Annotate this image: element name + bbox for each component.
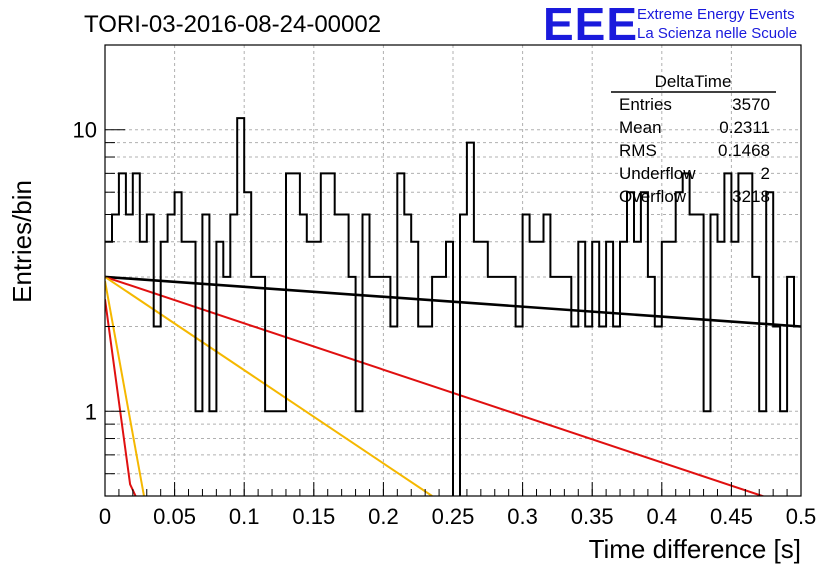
- x-tick-label: 0.35: [571, 504, 614, 529]
- y-axis-label: Entries/bin: [7, 180, 37, 303]
- stats-value: 0.1468: [718, 141, 770, 160]
- y-tick-label: 10: [73, 118, 97, 143]
- stats-box: DeltaTime Entries 3570 Mean 0.2311 RMS 0.1468…: [611, 72, 776, 206]
- stats-label: Mean: [619, 118, 662, 137]
- stats-value: 3218: [732, 187, 770, 206]
- stats-title: DeltaTime: [655, 72, 732, 91]
- stats-value: 2: [761, 164, 770, 183]
- fit-line: [105, 280, 145, 496]
- logo-mark: EEE: [543, 0, 638, 50]
- histogram: [105, 117, 801, 496]
- x-tick-label: 0.4: [647, 504, 678, 529]
- x-tick-label: 0: [99, 504, 111, 529]
- x-tick-label: 0.05: [153, 504, 196, 529]
- x-tick-label: 0.3: [507, 504, 538, 529]
- chart-title: TORI-03-2016-08-24-00002: [84, 11, 381, 38]
- fit-line: [105, 276, 433, 496]
- fit-line: [105, 299, 137, 496]
- logo-line1: Extreme Energy Events: [637, 6, 795, 23]
- x-tick-label: 0.5: [786, 504, 817, 529]
- plot-frame: [104, 44, 802, 497]
- x-tick-label: 0.25: [432, 504, 475, 529]
- stats-label: Underflow: [619, 164, 696, 183]
- eee-logo: EEE Extreme Energy Events La Scienza nel…: [543, 0, 797, 50]
- stats-label: Overflow: [619, 187, 687, 206]
- stats-value: 0.2311: [719, 118, 770, 137]
- stats-label: Entries: [619, 95, 672, 114]
- y-tick-label: 1: [85, 399, 97, 424]
- x-axis-label: Time difference [s]: [589, 534, 801, 564]
- logo-line2: La Scienza nelle Scuole: [637, 25, 797, 42]
- axis-ticks: 0 0.05 0.1 0.15 0.2 0.25 0.3 0.35 0.4 0.45 0.5 1 10: [73, 44, 817, 529]
- stats-label: RMS: [619, 141, 657, 160]
- x-tick-label: 0.45: [710, 504, 753, 529]
- x-tick-label: 0.1: [229, 504, 260, 529]
- x-tick-label: 0.2: [368, 504, 399, 529]
- histogram-steps: [105, 117, 801, 496]
- stats-value: 3570: [732, 95, 770, 114]
- x-tick-label: 0.15: [292, 504, 335, 529]
